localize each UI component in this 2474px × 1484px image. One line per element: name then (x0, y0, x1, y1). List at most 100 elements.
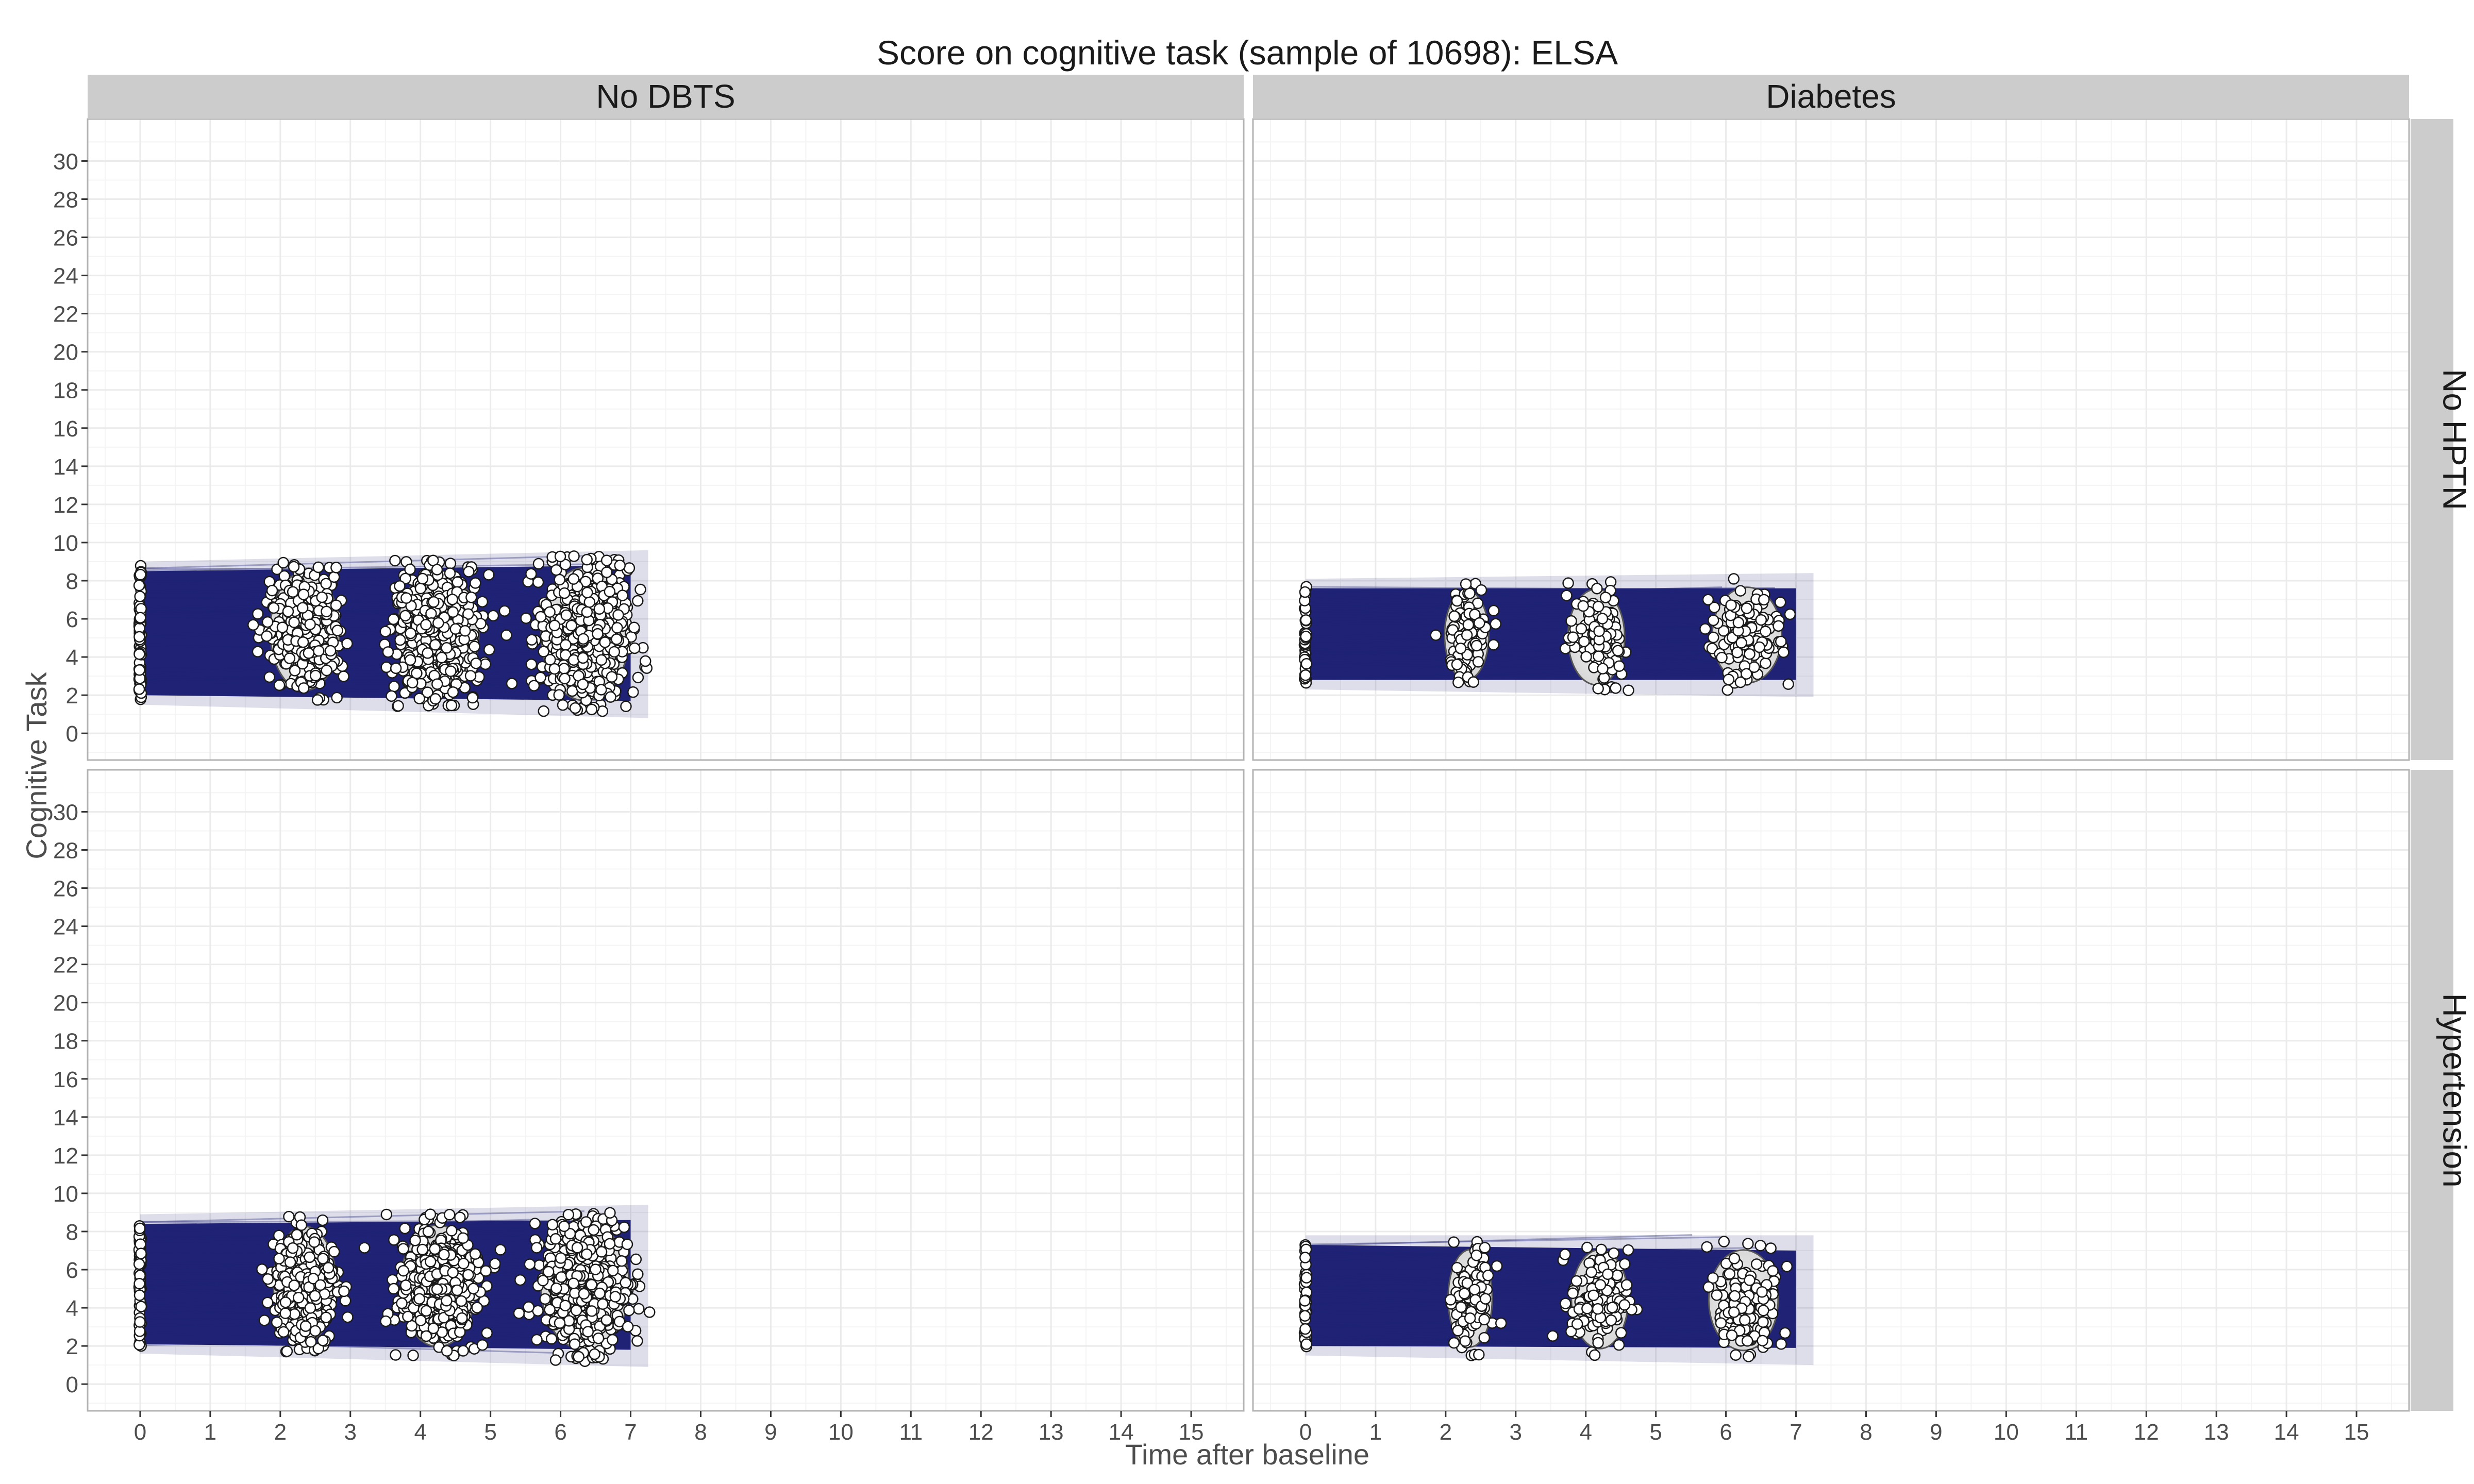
data-point (399, 1222, 411, 1235)
data-point (565, 619, 577, 632)
data-point (1715, 1317, 1727, 1329)
data-point (451, 1284, 463, 1296)
data-point (425, 608, 437, 620)
data-point (489, 1258, 501, 1270)
trajectory-line (140, 1300, 565, 1312)
trajectory-line (1305, 652, 1749, 662)
y-tick-label: 0 (66, 721, 78, 747)
data-point (1482, 1270, 1494, 1281)
data-point (544, 606, 556, 618)
data-point (476, 1339, 489, 1351)
data-point (1299, 1252, 1311, 1263)
trajectory-line (140, 582, 626, 585)
data-point (567, 654, 580, 666)
data-point (1735, 637, 1747, 649)
data-point (445, 699, 458, 712)
trajectory-line (1305, 637, 1767, 645)
data-point (420, 619, 432, 631)
data-point (582, 1326, 594, 1338)
x-tick-label: 13 (2204, 1420, 2229, 1445)
data-point (388, 1234, 400, 1246)
data-point (465, 592, 477, 603)
data-point (632, 671, 644, 684)
trajectory-line (140, 579, 558, 593)
data-point (1478, 1331, 1490, 1344)
data-point (405, 627, 416, 639)
data-point (133, 683, 145, 695)
data-point (1728, 573, 1740, 585)
data-point (1299, 1323, 1311, 1335)
trajectory-line (140, 610, 609, 613)
data-point (420, 1330, 432, 1342)
data-point (528, 680, 540, 692)
data-point (630, 1253, 642, 1266)
data-point (538, 646, 549, 657)
data-point (445, 665, 457, 677)
x-tick-label: 4 (1579, 1420, 1592, 1445)
data-point (581, 586, 593, 599)
data-point (358, 1242, 371, 1254)
data-point (553, 689, 565, 701)
y-tick-label: 12 (53, 1143, 78, 1169)
trajectory-line (140, 645, 574, 650)
x-tick-label: 11 (899, 1420, 923, 1445)
data-point (444, 567, 456, 579)
y-tick-label: 20 (53, 991, 78, 1016)
points-layer (1298, 573, 1796, 697)
data-point (1742, 1238, 1754, 1250)
trajectory-line (140, 563, 611, 571)
data-point (623, 1304, 635, 1317)
data-point (339, 1295, 352, 1307)
y-tick-label: 10 (53, 531, 78, 556)
data-point (1612, 645, 1624, 657)
data-point (469, 1248, 481, 1260)
data-point (550, 564, 562, 576)
trajectory-line (140, 1333, 562, 1346)
x-tick-label: 6 (554, 1420, 566, 1445)
trajectory-line (140, 667, 565, 676)
data-point (1592, 1303, 1604, 1315)
data-point (1701, 1241, 1713, 1253)
data-point (380, 1208, 393, 1221)
trajectory-line (140, 1220, 554, 1223)
trajectory-line (140, 657, 622, 670)
data-point (615, 1255, 628, 1267)
data-point (467, 1283, 479, 1295)
y-tick-label: 2 (66, 1334, 78, 1359)
data-point (1592, 1337, 1604, 1349)
data-point (604, 1207, 616, 1219)
y-tick-label: 4 (66, 1296, 78, 1321)
data-point (283, 652, 296, 664)
data-point (1592, 683, 1604, 695)
trajectory-line (1305, 602, 1756, 606)
y-tick-label: 4 (66, 645, 78, 670)
trajectory-line (140, 1258, 556, 1270)
x-tick-label: 7 (624, 1420, 637, 1445)
data-point (600, 554, 613, 566)
data-point (247, 619, 259, 631)
y-tick-label: 8 (66, 1220, 78, 1245)
data-point (292, 1292, 305, 1304)
facet-strip-row-label: Hypertension (2436, 993, 2473, 1187)
data-point (394, 580, 406, 592)
data-point (458, 1257, 470, 1270)
data-point (431, 564, 443, 576)
data-point (279, 1296, 292, 1308)
x-tick-label: 12 (968, 1420, 994, 1445)
x-tick-label: 1 (204, 1420, 216, 1445)
data-point (569, 702, 581, 714)
data-point (559, 559, 572, 570)
data-point (273, 1253, 285, 1264)
data-point (1299, 586, 1311, 598)
data-point (1728, 1253, 1741, 1264)
data-point (480, 1265, 492, 1277)
data-point (396, 1297, 408, 1309)
data-point (1725, 599, 1737, 611)
x-tick-label: 10 (828, 1420, 854, 1445)
data-point (299, 1320, 312, 1332)
data-point (1452, 677, 1464, 688)
data-point (581, 553, 593, 566)
data-point (428, 596, 440, 608)
data-point (1448, 1337, 1460, 1349)
data-point (1743, 1351, 1754, 1362)
